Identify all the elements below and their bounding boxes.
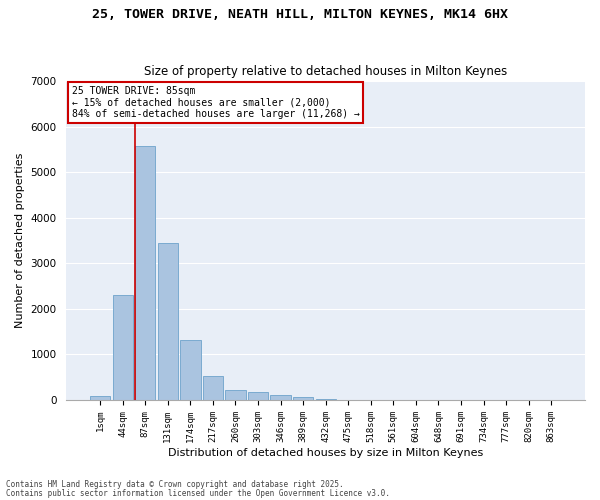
- Text: Contains HM Land Registry data © Crown copyright and database right 2025.: Contains HM Land Registry data © Crown c…: [6, 480, 344, 489]
- Bar: [271, 396, 291, 400]
- X-axis label: Distribution of detached houses by size in Milton Keynes: Distribution of detached houses by size …: [168, 448, 484, 458]
- Text: 25 TOWER DRIVE: 85sqm
← 15% of detached houses are smaller (2,000)
84% of semi-d: 25 TOWER DRIVE: 85sqm ← 15% of detached …: [71, 86, 359, 119]
- Text: 25, TOWER DRIVE, NEATH HILL, MILTON KEYNES, MK14 6HX: 25, TOWER DRIVE, NEATH HILL, MILTON KEYN…: [92, 8, 508, 20]
- Bar: [180, 340, 200, 400]
- Bar: [316, 398, 336, 400]
- Title: Size of property relative to detached houses in Milton Keynes: Size of property relative to detached ho…: [144, 66, 508, 78]
- Bar: [135, 146, 155, 400]
- Bar: [226, 390, 245, 400]
- Bar: [248, 392, 268, 400]
- Bar: [203, 376, 223, 400]
- Bar: [158, 243, 178, 400]
- Bar: [113, 295, 133, 400]
- Bar: [90, 396, 110, 400]
- Text: Contains public sector information licensed under the Open Government Licence v3: Contains public sector information licen…: [6, 489, 390, 498]
- Y-axis label: Number of detached properties: Number of detached properties: [15, 153, 25, 328]
- Bar: [293, 397, 313, 400]
